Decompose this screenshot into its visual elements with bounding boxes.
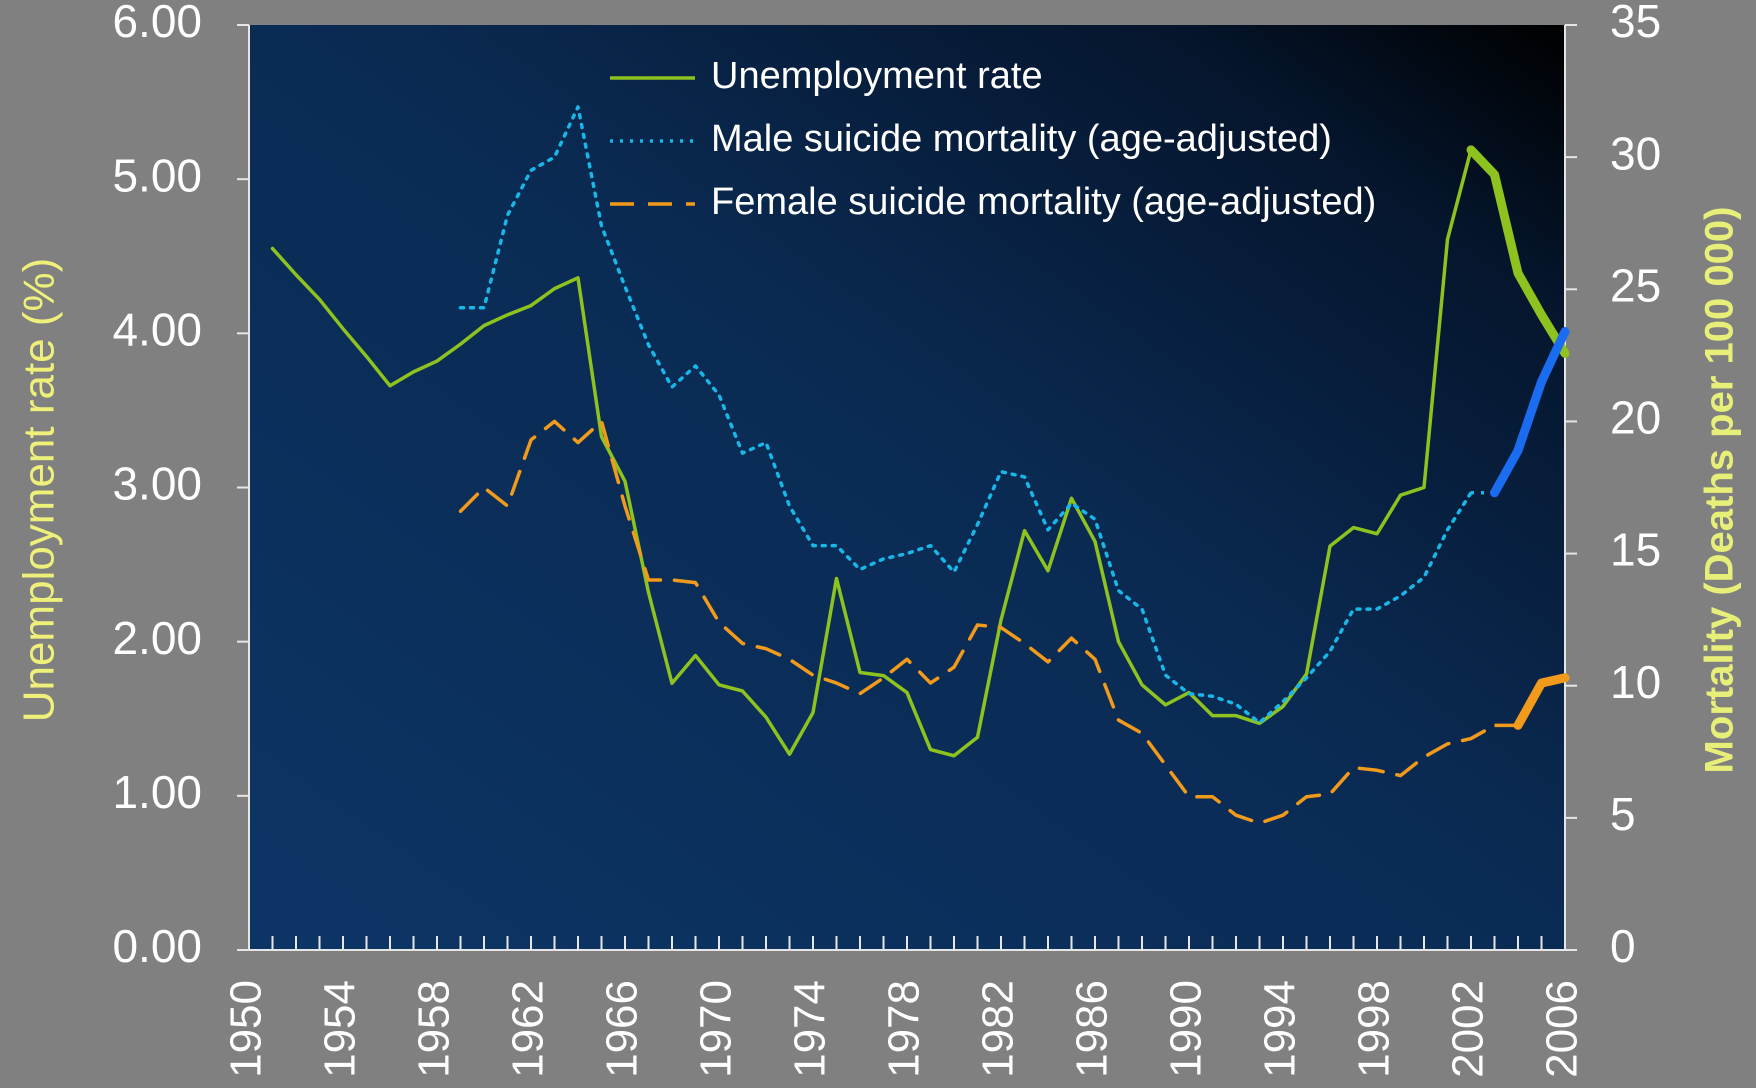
y-tick-label: 5.00: [112, 149, 202, 201]
y2-tick-label: 5: [1610, 788, 1636, 840]
x-tick-label: 1978: [880, 980, 929, 1078]
x-tick-label: 1986: [1068, 980, 1117, 1078]
y-tick-label: 4.00: [112, 303, 202, 355]
legend-label: Unemployment rate: [711, 55, 1043, 97]
y-tick-label: 3.00: [112, 458, 202, 510]
y2-tick-label: 30: [1610, 127, 1661, 179]
y-axis-label: Unemployment rate (%): [15, 258, 64, 723]
y-tick-label: 1.00: [112, 766, 202, 818]
y2-axis-label: Mortality (Deaths per 100 000): [1698, 207, 1742, 774]
series-line: [458, 105, 1473, 725]
series-highlight: [1490, 327, 1570, 498]
x-tick-label: 1954: [316, 980, 365, 1078]
x-tick-label: 1970: [692, 980, 741, 1078]
x-tick-label: 1966: [598, 980, 647, 1078]
y2-tick-label: 10: [1610, 656, 1661, 708]
y2-tick-label: 25: [1610, 259, 1661, 311]
y-tick-label: 0.00: [112, 920, 202, 972]
series-connector: [1445, 149, 1473, 240]
series-line: [458, 419, 1497, 825]
legend-label: Female suicide mortality (age-adjusted): [711, 181, 1376, 223]
x-tick-label: 1990: [1162, 980, 1211, 1078]
y2-tick-label: 20: [1610, 392, 1661, 444]
series-line: [270, 237, 1450, 758]
y-tick-label: 2.00: [112, 612, 202, 664]
x-tick-label: 1962: [504, 980, 553, 1078]
y-tick-label: 6.00: [112, 0, 202, 47]
x-tick-label: 2002: [1444, 980, 1493, 1078]
x-tick-label: 1982: [974, 980, 1023, 1078]
x-tick-label: 1998: [1350, 980, 1399, 1078]
y2-tick-label: 15: [1610, 524, 1661, 576]
x-tick-label: 1994: [1256, 980, 1305, 1078]
x-tick-label: 1974: [786, 980, 835, 1078]
x-tick-label: 1950: [222, 980, 271, 1078]
y2-tick-label: 35: [1610, 0, 1661, 47]
legend-label: Male suicide mortality (age-adjusted): [711, 118, 1332, 160]
x-tick-label: 1958: [410, 980, 459, 1078]
y2-tick-label: 0: [1610, 920, 1636, 972]
plot-area: [249, 25, 1565, 950]
series-highlight: [1513, 673, 1570, 730]
x-tick-label: 2006: [1538, 980, 1587, 1078]
series-highlight: [1466, 145, 1570, 358]
